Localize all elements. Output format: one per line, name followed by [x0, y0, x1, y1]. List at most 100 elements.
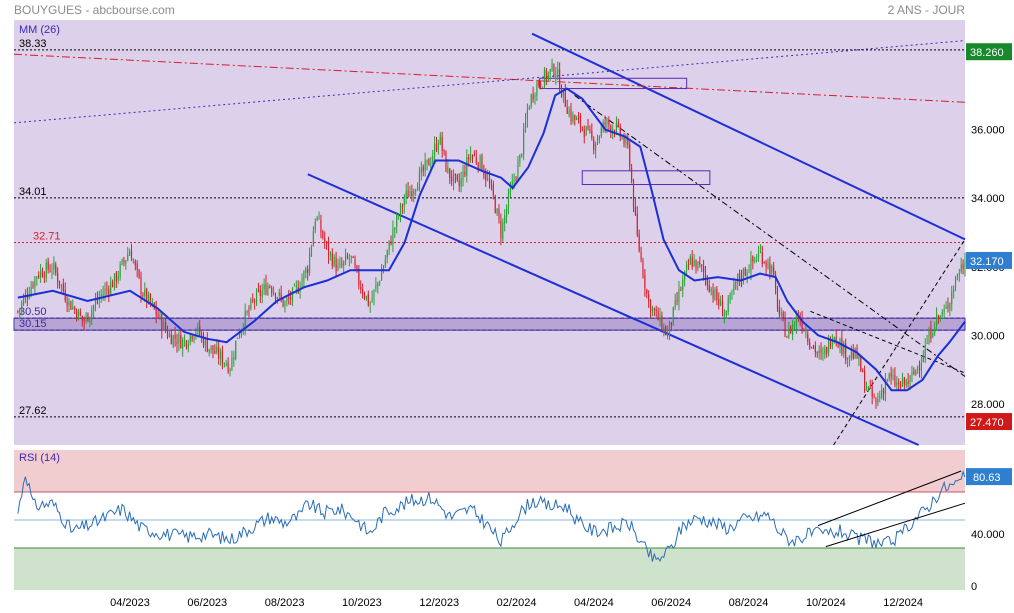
candle: [104, 288, 106, 295]
candle: [833, 337, 835, 343]
candle: [733, 283, 735, 291]
candle: [386, 250, 388, 258]
candle: [185, 341, 188, 347]
candle: [651, 307, 654, 311]
candle: [845, 343, 847, 361]
candle: [649, 300, 652, 313]
candle: [809, 342, 811, 348]
candle: [170, 334, 172, 345]
candle: [810, 347, 813, 349]
candle: [767, 262, 769, 268]
candle: [384, 259, 386, 267]
candle: [894, 375, 896, 386]
candle: [390, 241, 392, 245]
candle: [598, 136, 600, 140]
candle: [576, 117, 578, 120]
candle: [812, 346, 815, 348]
candle: [882, 390, 885, 393]
rsi-channel-line: [825, 502, 966, 548]
candle: [43, 277, 45, 279]
candle: [263, 284, 265, 290]
candle: [610, 125, 612, 133]
candle: [858, 356, 860, 361]
candle: [89, 316, 91, 323]
candle: [435, 143, 438, 151]
candle: [335, 257, 337, 272]
candle: [248, 310, 250, 312]
level-label: 34.01: [19, 186, 47, 198]
candle: [644, 275, 646, 289]
candle: [327, 242, 330, 256]
candle: [826, 347, 828, 354]
candle: [873, 395, 875, 397]
candle: [129, 251, 131, 256]
candle: [793, 323, 796, 326]
candle: [70, 301, 72, 310]
candle: [341, 264, 343, 266]
candle: [939, 316, 941, 319]
candle: [892, 375, 894, 377]
y-tick-label: 36.000: [971, 125, 1005, 137]
candle: [17, 311, 19, 313]
candle: [172, 335, 174, 346]
candle: [293, 285, 295, 287]
candle: [301, 279, 303, 289]
price-panel-bg: [14, 20, 965, 445]
candle: [915, 369, 917, 375]
candle: [108, 289, 110, 294]
candle: [113, 273, 116, 288]
candle: [926, 343, 928, 345]
candle: [545, 70, 547, 80]
candle: [911, 372, 913, 376]
candle: [841, 338, 843, 354]
y-tick-label: 34.000: [971, 193, 1005, 205]
candle: [250, 299, 252, 310]
candle: [144, 289, 146, 296]
candle: [704, 273, 707, 278]
candle: [225, 364, 227, 366]
candle: [884, 381, 887, 394]
candle: [701, 265, 703, 267]
candle: [507, 192, 510, 209]
candle: [572, 114, 574, 122]
candle: [36, 276, 38, 278]
candle: [824, 348, 826, 355]
candle: [163, 321, 165, 330]
candle: [115, 272, 117, 282]
candle: [674, 300, 676, 307]
candle: [759, 251, 761, 253]
candle: [530, 94, 532, 107]
candle: [466, 157, 468, 176]
candle: [822, 352, 824, 354]
candle: [710, 288, 712, 292]
candle: [231, 357, 233, 371]
candle: [295, 286, 297, 288]
candle: [51, 270, 53, 272]
candle: [960, 264, 962, 272]
candle: [195, 331, 197, 336]
candle: [490, 185, 493, 187]
candle: [848, 355, 851, 359]
candle: [362, 289, 364, 294]
candle: [333, 256, 335, 266]
candle: [85, 314, 87, 321]
candle: [123, 260, 125, 262]
candle: [331, 253, 333, 267]
candle: [543, 70, 546, 87]
candle: [932, 332, 934, 338]
candle: [161, 314, 163, 331]
candle: [907, 381, 909, 384]
candle: [337, 264, 339, 271]
candle: [801, 318, 803, 329]
candle: [307, 268, 309, 273]
trendline: [307, 173, 920, 446]
candle: [157, 314, 159, 318]
candle: [189, 334, 191, 343]
candle: [596, 138, 599, 144]
candle: [106, 288, 108, 290]
candle: [318, 218, 320, 220]
chart-period: 2 ANS - JOUR: [887, 3, 965, 17]
candle: [621, 137, 623, 139]
candle: [354, 259, 356, 267]
